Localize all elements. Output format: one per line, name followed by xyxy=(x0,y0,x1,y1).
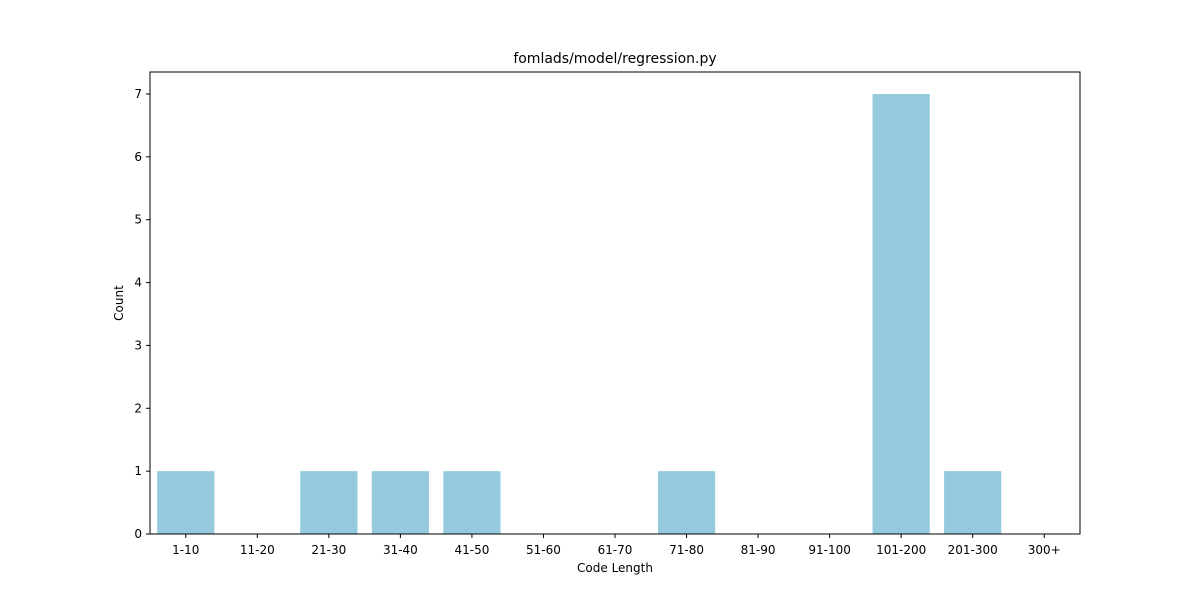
y-tick-label: 0 xyxy=(134,527,142,541)
bar-201-300 xyxy=(944,471,1002,534)
x-tick-label: 21-30 xyxy=(311,543,346,557)
y-tick-label: 3 xyxy=(134,338,142,352)
x-tick-label: 81-90 xyxy=(741,543,776,557)
x-tick-label: 91-100 xyxy=(808,543,851,557)
y-axis-ticks: 0 1 2 3 4 5 6 7 xyxy=(134,87,150,541)
y-tick-label: 1 xyxy=(134,464,142,478)
x-tick-label: 61-70 xyxy=(598,543,633,557)
x-axis-ticks: 1-10 11-20 21-30 31-40 41-50 51-60 61-70 71-80 8… xyxy=(172,534,1061,557)
y-tick-label: 2 xyxy=(134,401,142,415)
bar-1-10 xyxy=(157,471,215,534)
x-tick-label: 71-80 xyxy=(669,543,704,557)
x-tick-label: 41-50 xyxy=(454,543,489,557)
bars-group xyxy=(157,94,1002,534)
plot-area-frame xyxy=(149,71,1081,535)
chart-title: fomlads/model/regression.py xyxy=(513,51,716,67)
x-tick-label: 300+ xyxy=(1028,543,1061,557)
x-axis-label: Code Length xyxy=(577,561,653,575)
x-tick-label: 201-300 xyxy=(948,543,998,557)
x-tick-label: 51-60 xyxy=(526,543,561,557)
y-tick-label: 4 xyxy=(134,276,142,290)
x-tick-label: 101-200 xyxy=(876,543,926,557)
x-tick-label: 31-40 xyxy=(383,543,418,557)
bar-21-30 xyxy=(300,471,358,534)
bar-31-40 xyxy=(371,471,429,534)
y-tick-label: 5 xyxy=(134,213,142,227)
bar-71-80 xyxy=(657,471,716,534)
bar-41-50 xyxy=(443,471,501,534)
x-tick-label: 1-10 xyxy=(172,543,199,557)
y-tick-label: 7 xyxy=(134,87,142,101)
bar-101-200 xyxy=(872,94,930,534)
y-tick-label: 6 xyxy=(134,150,142,164)
y-axis-label: Count xyxy=(112,285,126,321)
x-tick-label: 11-20 xyxy=(240,543,275,557)
